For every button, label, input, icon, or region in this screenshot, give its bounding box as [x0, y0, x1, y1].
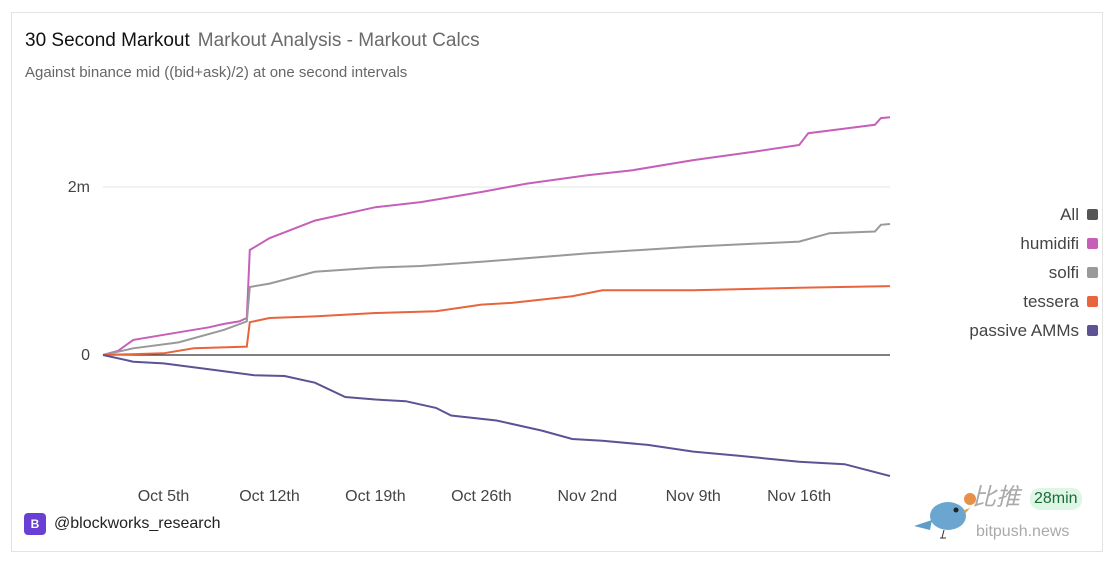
chart-subtitle: Markout Analysis - Markout Calcs	[197, 30, 480, 51]
footer: B @blockworks_research	[24, 513, 221, 535]
watermark-en: bitpush.news	[976, 523, 1070, 540]
legend-swatch	[1087, 209, 1098, 220]
legend-swatch	[1087, 296, 1098, 307]
legend-item[interactable]: All	[969, 200, 1098, 229]
series-line-solfi	[102, 223, 891, 356]
title-text: 30 Second Markout	[25, 30, 190, 51]
x-tick-label: Nov 2nd	[558, 488, 618, 505]
chart-title: 30 Second Markout Markout Analysis - Mark…	[25, 30, 480, 52]
x-tick-label: Nov 16th	[767, 488, 831, 505]
blockworks-logo: B	[24, 513, 46, 535]
legend-swatch	[1087, 267, 1098, 278]
legend-item[interactable]: passive AMMs	[969, 316, 1098, 345]
legend-swatch	[1087, 325, 1098, 336]
legend-label: humidifi	[1020, 234, 1079, 253]
x-tick-label: Oct 5th	[138, 488, 190, 505]
series-line-passive-amms	[102, 354, 891, 477]
x-tick-label: Oct 12th	[239, 488, 299, 505]
chart-description: Against binance mid ((bid+ask)/2) at one…	[25, 64, 408, 81]
legend-label: tessera	[1023, 292, 1079, 311]
legend-label: passive AMMs	[969, 321, 1079, 340]
legend-item[interactable]: tessera	[969, 287, 1098, 316]
footer-handle[interactable]: @blockworks_research	[54, 515, 221, 532]
chart-card: 30 Second Markout Markout Analysis - Mark…	[11, 12, 1103, 552]
time-badge: 28min	[1030, 488, 1082, 510]
bird-logo-icon	[914, 493, 976, 539]
legend-label: solfi	[1048, 263, 1079, 282]
x-tick-label: Oct 26th	[451, 488, 511, 505]
series-line-humidifi	[102, 116, 891, 356]
series-line-tessera	[102, 285, 891, 356]
y-tick-label: 2m	[68, 179, 90, 196]
legend: All humidifi solfi tessera passive AMMs	[969, 200, 1098, 345]
x-tick-label: Oct 19th	[345, 488, 405, 505]
y-tick-label: 0	[81, 347, 90, 364]
watermark-cn: 比推	[972, 484, 1020, 511]
legend-item[interactable]: humidifi	[969, 229, 1098, 258]
bitpush-watermark: 比推 bitpush.news 28min	[900, 484, 1100, 546]
legend-label: All	[1060, 205, 1079, 224]
legend-item[interactable]: solfi	[969, 258, 1098, 287]
x-tick-label: Nov 9th	[666, 488, 721, 505]
legend-swatch	[1087, 238, 1098, 249]
